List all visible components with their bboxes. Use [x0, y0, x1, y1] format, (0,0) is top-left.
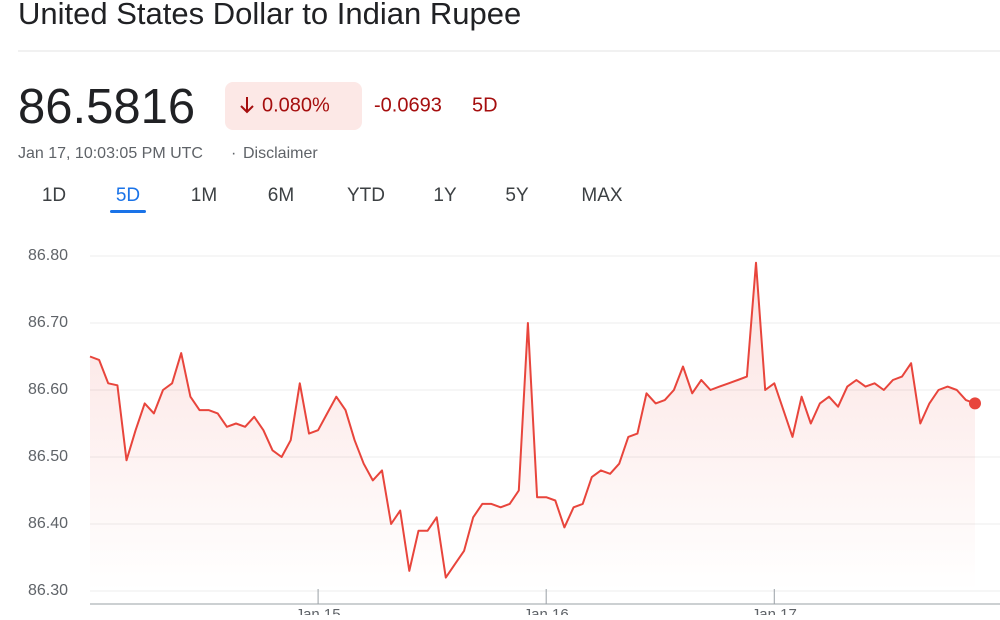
- y-tick-label: 86.60: [28, 381, 68, 398]
- change-period: 5D: [472, 94, 498, 116]
- range-tabs: 1D 5D 1M 6M YTD 1Y 5Y MAX: [42, 185, 623, 213]
- range-tab[interactable]: YTD: [347, 185, 385, 206]
- change-percent: 0.080%: [262, 94, 330, 116]
- range-tab[interactable]: 1D: [42, 185, 66, 206]
- range-tab[interactable]: 5D: [116, 185, 140, 206]
- timestamp: Jan 17, 10:03:05 PM UTC: [18, 145, 203, 162]
- x-tick-label: Jan 15: [296, 606, 341, 615]
- price-line: [89, 261, 976, 579]
- price: 86.5816: [18, 80, 195, 134]
- change-value: -0.0693: [374, 94, 442, 116]
- tab-underline: [110, 210, 146, 213]
- range-tab[interactable]: 6M: [268, 185, 294, 206]
- y-tick-label: 86.40: [28, 515, 68, 532]
- chart: 86.30 86.40 86.50 86.60 86.70 86.80 Jan 15 Jan …: [28, 247, 1000, 620]
- change-pill: [225, 82, 362, 130]
- y-tick-label: 86.30: [28, 582, 68, 599]
- y-tick-label: 86.80: [28, 247, 68, 264]
- x-tick-label: Jan 17: [752, 606, 797, 615]
- down-arrow-icon: [240, 97, 254, 114]
- separator: ·: [231, 145, 236, 162]
- range-tab[interactable]: 1Y: [433, 185, 457, 206]
- y-tick-label: 86.50: [28, 448, 68, 465]
- disclaimer-link[interactable]: Disclaimer: [243, 145, 318, 162]
- x-tick-label: Jan 16: [524, 606, 569, 615]
- page-title: United States Dollar to Indian Rupee: [18, 0, 521, 31]
- range-tab[interactable]: MAX: [581, 185, 623, 206]
- range-tab[interactable]: 5Y: [505, 185, 529, 206]
- y-tick-label: 86.70: [28, 314, 68, 331]
- range-tab[interactable]: 1M: [191, 185, 217, 206]
- current-point: [969, 397, 981, 410]
